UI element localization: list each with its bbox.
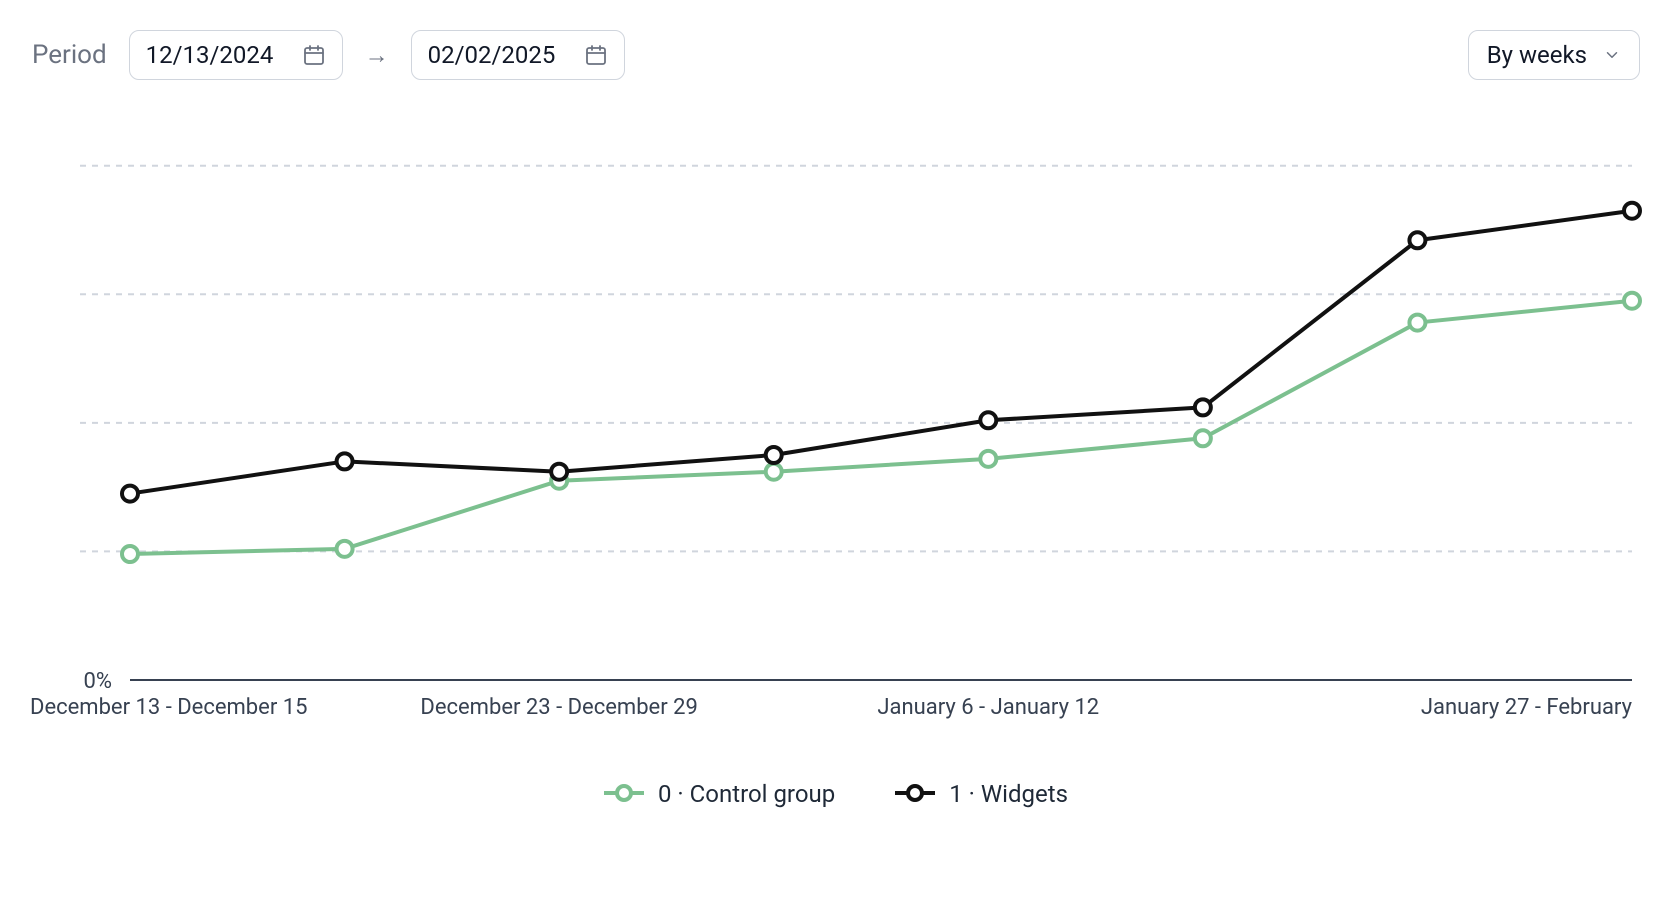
chart-series-point-control[interactable] <box>1195 430 1211 446</box>
chevron-down-icon <box>1603 46 1621 64</box>
chart-series-point-widgets[interactable] <box>1195 399 1211 415</box>
chart-series-line-widgets <box>130 211 1632 494</box>
date-start-picker[interactable]: 12/13/2024 <box>129 30 343 80</box>
chart-y-tick-label: 0% <box>84 669 112 694</box>
toolbar: Period 12/13/2024 → 02/02/2025 <box>20 30 1652 80</box>
date-end-picker[interactable]: 02/02/2025 <box>411 30 625 80</box>
period-label: Period <box>32 40 107 70</box>
chart-x-tick-label: January 6 - January 12 <box>877 695 1099 720</box>
chart-x-tick-label: January 27 - February <box>1421 695 1633 720</box>
chart-series-point-control[interactable] <box>980 451 996 467</box>
chart-series-point-widgets[interactable] <box>551 464 567 480</box>
legend-item[interactable]: 1 · Widgets <box>895 780 1068 808</box>
calendar-icon <box>302 43 326 67</box>
chart-x-tick-label: December 13 - December 15 <box>30 695 307 720</box>
chart-area: 0%December 13 - December 15 December 23 -… <box>20 110 1652 730</box>
chart-series-point-widgets[interactable] <box>337 453 353 469</box>
date-range-arrow-icon: → <box>365 41 389 70</box>
chart-series-point-control[interactable] <box>766 464 782 480</box>
calendar-icon <box>584 43 608 67</box>
chart-series-point-control[interactable] <box>1409 315 1425 331</box>
chart-series-point-widgets[interactable] <box>122 486 138 502</box>
legend-marker-icon <box>604 780 644 808</box>
date-end-value: 02/02/2025 <box>428 41 556 69</box>
chart-series-point-widgets[interactable] <box>766 447 782 463</box>
chart-series-point-widgets[interactable] <box>980 412 996 428</box>
legend-marker-icon <box>895 780 935 808</box>
chart-series-point-control[interactable] <box>1624 293 1640 309</box>
date-start-value: 12/13/2024 <box>146 41 274 69</box>
legend-item[interactable]: 0 · Control group <box>604 780 835 808</box>
chart-series-point-control[interactable] <box>337 541 353 557</box>
chart-series-point-widgets[interactable] <box>1624 203 1640 219</box>
granularity-select[interactable]: By weeks <box>1468 30 1640 80</box>
chart-series-point-widgets[interactable] <box>1409 232 1425 248</box>
chart-series-point-control[interactable] <box>122 546 138 562</box>
granularity-label: By weeks <box>1487 41 1587 69</box>
chart-legend: 0 · Control group 1 · Widgets <box>20 780 1652 808</box>
page-root: Period 12/13/2024 → 02/02/2025 <box>0 0 1672 848</box>
legend-label: 0 · Control group <box>658 780 835 808</box>
line-chart: 0%December 13 - December 15 December 23 -… <box>20 110 1652 730</box>
chart-x-tick-label: December 23 - December 29 <box>420 695 697 720</box>
chart-series-line-control <box>130 301 1632 554</box>
legend-label: 1 · Widgets <box>949 780 1068 808</box>
